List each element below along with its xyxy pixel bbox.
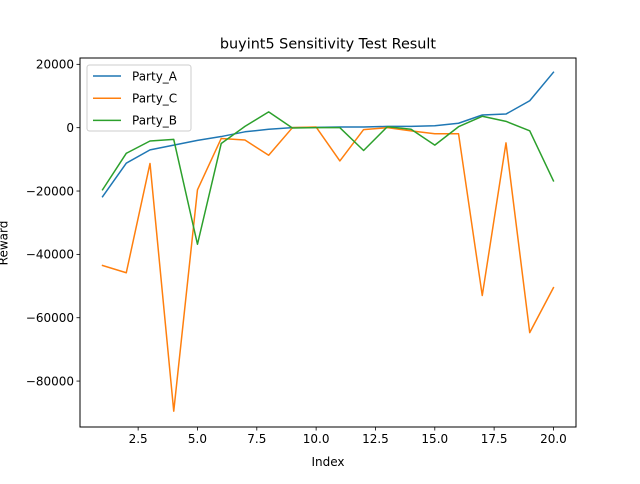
legend-label: Party_A [132,69,178,83]
y-tick-label: 0 [66,121,74,135]
series-line-party-b [101,111,555,245]
chart-title: buyint5 Sensitivity Test Result [220,37,436,53]
x-tick-label: 5.0 [188,432,207,446]
legend: Party_A Party_C Party_B [86,64,192,132]
legend-label: Party_C [132,92,177,106]
x-tick-label: 20.0 [540,432,567,446]
legend-box [86,64,192,132]
x-tick-label: 2.5 [129,432,148,446]
series-line-party-c [101,126,555,412]
axis-ticks: 2.5 5.0 7.5 10.0 12.5 15.0 17.5 20.0 20000 0 −2000… [26,58,567,446]
y-tick-label: 20000 [36,58,74,72]
x-tick-label: 7.5 [247,432,266,446]
x-tick-label: 12.5 [362,432,389,446]
y-axis-label: Reward [0,221,11,266]
x-tick-label: 10.0 [303,432,330,446]
y-tick-label: −20000 [26,184,74,198]
x-tick-label: 15.0 [421,432,448,446]
x-tick-label: 17.5 [481,432,508,446]
y-tick-label: −40000 [26,248,74,262]
y-tick-label: −80000 [26,374,74,388]
axes-frame [79,57,577,428]
plot-area [101,71,555,412]
legend-label: Party_B [132,114,177,128]
x-axis-label: Index [311,455,344,469]
y-tick-label: −60000 [26,311,74,325]
